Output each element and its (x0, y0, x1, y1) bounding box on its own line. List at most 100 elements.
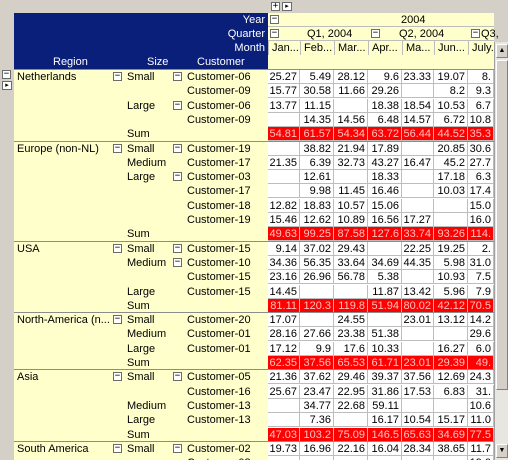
value-cell (434, 399, 468, 413)
month-header[interactable]: Feb... (300, 41, 333, 55)
collapse-region-button[interactable]: − (113, 371, 122, 381)
value-cell (402, 399, 434, 413)
value-cell: 18.33 (368, 170, 402, 184)
customer-header: Customer (197, 56, 245, 68)
collapse-year-button[interactable]: − (270, 14, 279, 24)
sum-cell: 37.56 (300, 356, 334, 370)
collapse-region-button[interactable]: − (113, 314, 122, 324)
customer-label: Customer-18 (187, 200, 251, 212)
vertical-scrollbar[interactable]: ▲ ▼ (494, 42, 508, 460)
month-header[interactable]: July... (468, 41, 501, 55)
value-cell: 6.0 (468, 342, 494, 356)
scroll-up-button[interactable]: ▲ (496, 44, 508, 58)
value-cell: 25.27 (268, 70, 300, 84)
value-cell: 9.6 (368, 70, 402, 84)
sum-cell: 87.58 (334, 227, 368, 241)
sum-label: Sum (127, 128, 150, 140)
sum-cell: 44.52 (434, 127, 468, 141)
sum-cell: 54.34 (334, 127, 368, 141)
sum-cell: 51.94 (368, 299, 402, 313)
value-cell: 11.87 (368, 285, 402, 299)
value-cell: 21.94 (334, 142, 368, 156)
expand-all-button[interactable]: + (271, 1, 280, 11)
customer-label: Customer-06 (187, 71, 251, 83)
customer-label: Customer-13 (187, 414, 251, 426)
collapse-size-button[interactable]: − (173, 371, 182, 381)
collapse-q1-button[interactable]: − (270, 28, 279, 38)
customer-label: Customer-15 (187, 243, 251, 255)
sum-cell: 103.2 (300, 428, 334, 442)
month-header[interactable]: Jun... (434, 41, 467, 55)
collapse-region-button[interactable]: − (113, 143, 122, 153)
year-value-cell: − 2004 (268, 13, 494, 27)
customer-label: Customer-01 (187, 328, 251, 340)
quarter-q3: Q3, (481, 28, 498, 40)
sum-cell: 65.63 (402, 428, 434, 442)
month-header[interactable]: Apr... (368, 41, 401, 55)
chevron-right-icon[interactable]: ▸ (2, 81, 12, 90)
collapse-row-button[interactable]: − (2, 69, 11, 79)
value-cell (402, 184, 434, 198)
value-cell: 27.66 (300, 327, 334, 341)
value-cell: 10.54 (402, 413, 434, 427)
collapse-region-button[interactable]: − (113, 243, 122, 253)
size-label: Small (127, 371, 155, 383)
value-cell (402, 199, 434, 213)
value-cell: 6.39 (300, 156, 334, 170)
value-cell: 17.53 (402, 385, 434, 399)
value-cell: 16.17 (368, 413, 402, 427)
value-cell (334, 413, 368, 427)
collapse-size-button[interactable]: − (173, 243, 182, 253)
value-cell: 15.06 (368, 199, 402, 213)
sum-cell: 81.11 (268, 299, 300, 313)
value-cell (334, 285, 368, 299)
value-cell (402, 270, 434, 284)
collapse-size-button[interactable]: − (173, 100, 182, 110)
value-cell: 34.77 (300, 399, 334, 413)
collapse-region-button[interactable]: − (113, 443, 122, 453)
customer-label: Customer-15 (187, 286, 251, 298)
size-label: Medium (127, 257, 167, 269)
sum-cell: 42.12 (434, 299, 468, 313)
size-label: Large (127, 100, 156, 112)
value-cell (368, 313, 402, 327)
collapse-size-button[interactable]: − (173, 257, 182, 267)
value-cell: 24.3 (468, 370, 494, 384)
value-cell (334, 99, 368, 113)
value-cell: 34.69 (368, 256, 402, 270)
value-cell: 32.73 (334, 156, 368, 170)
collapse-q2-button[interactable]: − (371, 28, 380, 38)
value-cell: 16.27 (434, 342, 468, 356)
sum-cell: 61.57 (300, 127, 334, 141)
chevron-right-icon[interactable]: ▸ (282, 2, 292, 11)
collapse-size-button[interactable]: − (173, 71, 182, 81)
value-cell: 16.56 (368, 213, 402, 227)
value-cell: 56.78 (334, 270, 368, 284)
month-header[interactable]: Ma... (402, 41, 435, 55)
collapse-q3-button[interactable]: − (471, 28, 480, 38)
value-cell: 19.0 (468, 456, 494, 460)
collapse-region-button[interactable]: − (113, 71, 122, 81)
value-cell: 44.35 (402, 256, 434, 270)
value-cell (434, 456, 468, 460)
value-cell: 9.9 (300, 342, 334, 356)
customer-label: Customer-19 (187, 214, 251, 226)
size-label: Large (127, 286, 156, 298)
value-cell (434, 327, 468, 341)
month-header[interactable]: Mar... (334, 41, 367, 55)
sum-label: Sum (127, 429, 150, 441)
collapse-size-button[interactable]: − (173, 171, 182, 181)
sum-cell: 23.01 (402, 356, 434, 370)
month-header[interactable]: Jan... (268, 41, 301, 55)
region-label: Asia (17, 371, 39, 383)
value-cell: 6.72 (434, 113, 468, 127)
value-cell: 20.85 (434, 142, 468, 156)
scroll-thumb[interactable] (496, 60, 508, 390)
collapse-size-button[interactable]: − (173, 143, 182, 153)
size-label: Small (127, 143, 155, 155)
collapse-size-button[interactable]: − (173, 443, 182, 453)
scroll-down-button[interactable]: ▼ (496, 444, 508, 458)
value-cell (268, 170, 300, 184)
value-cell: 10.33 (368, 342, 402, 356)
